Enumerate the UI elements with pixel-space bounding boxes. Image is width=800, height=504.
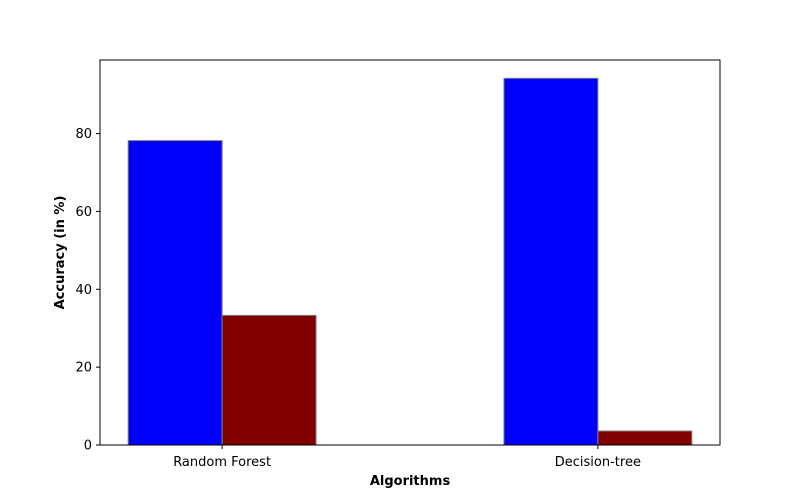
- y-axis-ticks: 0 20 40 60 80: [75, 127, 100, 454]
- x-tick-label: Decision-tree: [555, 455, 641, 470]
- x-tick-label: Random Forest: [173, 455, 271, 470]
- y-tick-label: 20: [75, 361, 92, 376]
- bar-series-2-decision-tree: [597, 430, 693, 446]
- x-axis-ticks: Random Forest Decision-tree: [173, 445, 641, 470]
- y-tick-label: 80: [75, 127, 92, 142]
- bars-group: [127, 77, 693, 446]
- y-tick-label: 60: [75, 205, 92, 220]
- bar-series-1-random-forest: [127, 140, 223, 446]
- bar-series-1-decision-tree: [503, 77, 599, 446]
- y-tick-label: 0: [84, 439, 92, 454]
- y-axis-label: Accuracy (in %): [53, 196, 68, 310]
- x-axis-label: Algorithms: [370, 474, 451, 489]
- bar-series-2-random-forest: [221, 314, 317, 446]
- y-tick-label: 40: [75, 283, 92, 298]
- plot-area-frame: [99, 59, 721, 446]
